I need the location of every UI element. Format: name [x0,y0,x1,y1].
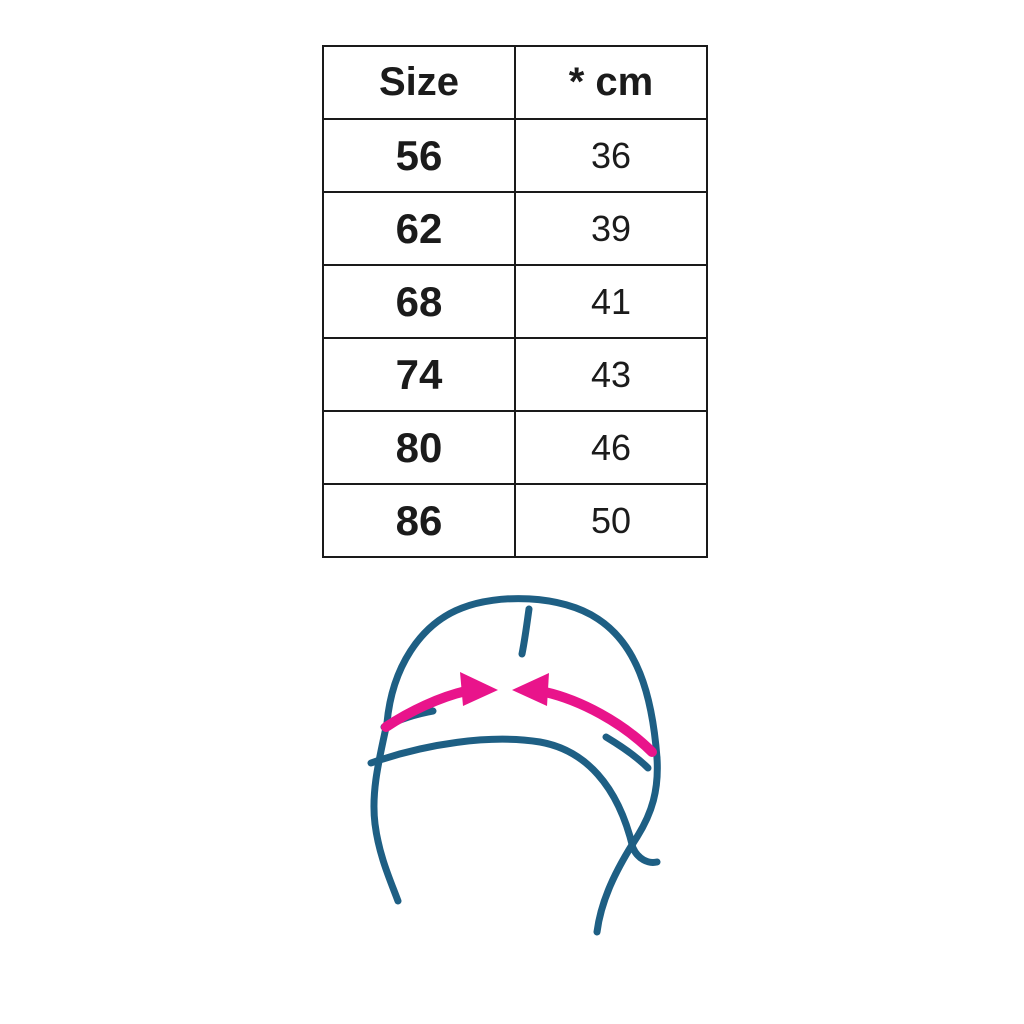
hat-brim-right-line [602,733,652,772]
col-header-cm: * cm [514,45,708,120]
table-row: 68 41 [322,264,708,339]
size-table: Size * cm 56 36 62 39 68 41 74 43 80 [322,45,708,558]
table-row: 56 36 [322,118,708,193]
cm-value: 43 [514,337,708,412]
cm-value: 36 [514,118,708,193]
cm-value: 39 [514,191,708,266]
size-value: 62 [322,191,516,266]
measurement-arrow [381,672,657,757]
table-row: 62 39 [322,191,708,266]
table-row: 80 46 [322,410,708,485]
hat-left-tie-string [370,719,402,905]
hat-right-tie-string [593,754,661,936]
size-value: 56 [322,118,516,193]
baby-hat-illustration [367,595,661,936]
hat-dome-outline [383,595,661,762]
measure-arrow-right-head [512,673,549,706]
cm-value: 41 [514,264,708,339]
measure-arrow-left-tail [381,686,471,732]
size-value: 74 [322,337,516,412]
measure-arrow-right-tail [540,687,657,757]
size-value: 68 [322,264,516,339]
size-value: 86 [322,483,516,558]
col-header-size: Size [322,45,516,120]
hat-top-seam [518,605,533,658]
cm-value: 46 [514,410,708,485]
measure-arrow-left-head [460,672,498,706]
size-value: 80 [322,410,516,485]
table-row: 86 50 [322,483,708,558]
table-header-row: Size * cm [322,45,708,120]
table-row: 74 43 [322,337,708,412]
hat-brim-bottom-edge [367,735,661,866]
cm-value: 50 [514,483,708,558]
